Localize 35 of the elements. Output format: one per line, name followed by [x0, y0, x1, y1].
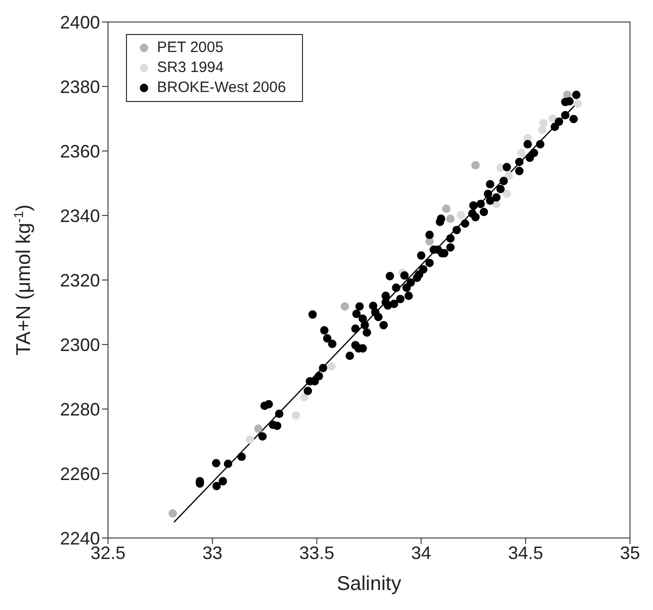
point — [168, 509, 177, 518]
x-tick-label: 33 — [202, 542, 222, 563]
point — [442, 204, 450, 213]
point — [504, 172, 514, 180]
x-tick-label: 33.5 — [299, 542, 334, 563]
y-tick-label: 2300 — [60, 334, 100, 355]
point — [246, 435, 254, 444]
x-tick-label: 34.5 — [508, 542, 544, 563]
point — [574, 99, 582, 108]
point — [517, 148, 526, 158]
y-tick-label: 2280 — [60, 399, 100, 420]
legend-label: SR3 1994 — [157, 58, 224, 78]
y-tick-label: 2340 — [60, 206, 100, 226]
x-tick-label: 34 — [411, 542, 432, 563]
point — [548, 114, 557, 123]
y-tick-label: 2400 — [60, 12, 100, 32]
y-tick-label: 2380 — [60, 76, 100, 97]
legend-label: PET 2005 — [157, 38, 224, 58]
point — [539, 119, 548, 128]
point — [300, 392, 308, 402]
point — [327, 362, 336, 371]
point — [456, 210, 466, 220]
point — [340, 302, 349, 311]
x-axis-title: Salinity — [336, 573, 402, 595]
point — [446, 214, 455, 223]
point — [254, 424, 263, 433]
point — [538, 126, 547, 134]
y-tick-label: 2320 — [60, 270, 100, 290]
point — [292, 411, 300, 420]
point — [502, 190, 512, 198]
y-tick-label: 2260 — [60, 464, 100, 484]
point — [471, 160, 480, 170]
legend-label: BROKE-West 2006 — [157, 78, 286, 98]
x-tick-label: 35 — [620, 542, 640, 563]
y-tick-label: 2360 — [60, 141, 100, 162]
